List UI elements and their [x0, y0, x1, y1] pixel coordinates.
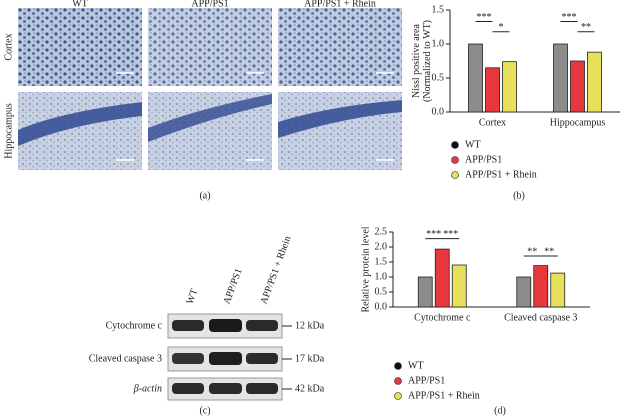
column-label: APP/PS1 + Rhein: [304, 0, 376, 9]
x-tick-label: Cytochrome c: [414, 312, 471, 323]
lane-label: WT: [185, 287, 201, 305]
band-label: Cytochrome c: [106, 320, 163, 331]
micrographs: [18, 8, 402, 170]
significance-label: ***: [562, 12, 577, 23]
legend-swatch: [394, 377, 402, 385]
y-tick-label: 0.0: [432, 106, 445, 117]
bar: [570, 60, 585, 113]
image: [148, 8, 272, 86]
legend-label: APP/PS1 + Rhein: [408, 390, 480, 401]
legend-label: APP/PS1: [465, 154, 502, 165]
legend-swatch: [451, 156, 459, 164]
caption: (b): [513, 190, 525, 201]
significance-label: **: [527, 246, 537, 257]
caption: (c): [199, 405, 210, 416]
y-tick-label: 0.5: [432, 72, 445, 83]
y-tick-label: 2.5: [375, 226, 388, 237]
bar: [587, 51, 602, 113]
band-label: Cleaved caspase 3: [89, 353, 162, 364]
y-tick-label: 1.0: [375, 271, 388, 282]
x-tick-label: Cortex: [479, 117, 506, 128]
legend-label: APP/PS1 + Rhein: [465, 169, 537, 180]
legend-swatch: [451, 141, 459, 149]
bar: [468, 43, 483, 113]
y-axis-label: Nissl positive area: [411, 24, 422, 98]
y-axis-label: (Normalized to WT): [422, 20, 433, 102]
y-tick-label: 1.0: [432, 38, 445, 49]
legend-label: WT: [465, 139, 481, 150]
legend-swatch: [394, 362, 402, 370]
lane-label: APP/PS1 + Rhein: [259, 235, 294, 306]
bar: [502, 61, 517, 113]
legend-label: APP/PS1: [408, 375, 445, 386]
y-axis-label: Relative protein level: [360, 226, 371, 312]
y-tick-label: 1.5: [432, 4, 445, 15]
caption: (a): [199, 190, 210, 201]
caption: (d): [494, 405, 506, 416]
marker-label: 17 kDa: [295, 353, 325, 364]
row-label: Cortex: [3, 33, 14, 60]
bar: [434, 248, 450, 308]
lane-label: APP/PS1: [222, 267, 245, 306]
blot: [167, 313, 292, 401]
column-label: APP/PS1: [191, 0, 228, 9]
column-label: WT: [72, 0, 88, 9]
significance-label: **: [581, 22, 591, 33]
significance-label: ***: [426, 229, 441, 240]
significance-label: ***: [477, 12, 492, 23]
bar: [533, 265, 549, 308]
marker-label: 12 kDa: [295, 320, 325, 331]
legend-label: WT: [408, 360, 424, 371]
row-label: Hippocampus: [3, 103, 14, 159]
x-tick-label: Cleaved caspase 3: [504, 312, 577, 323]
image: [18, 8, 142, 86]
legend-swatch: [394, 392, 402, 400]
bar: [553, 43, 568, 113]
significance-label: **: [544, 246, 554, 257]
bar: [485, 67, 500, 113]
bar: [451, 264, 467, 308]
significance-label: *: [499, 22, 504, 33]
marker-label: 42 kDa: [295, 383, 325, 394]
bar: [417, 276, 433, 308]
bar: [550, 272, 566, 308]
band-label: β-actin: [133, 383, 162, 394]
significance-label: ***: [443, 229, 458, 240]
y-tick-label: 0.0: [375, 301, 388, 312]
image: [278, 8, 402, 86]
y-tick-label: 2.0: [375, 241, 388, 252]
y-tick-label: 1.5: [375, 256, 388, 267]
x-tick-label: Hippocampus: [550, 117, 606, 128]
y-tick-label: 0.5: [375, 286, 388, 297]
bar: [516, 276, 532, 308]
legend-swatch: [451, 171, 459, 179]
